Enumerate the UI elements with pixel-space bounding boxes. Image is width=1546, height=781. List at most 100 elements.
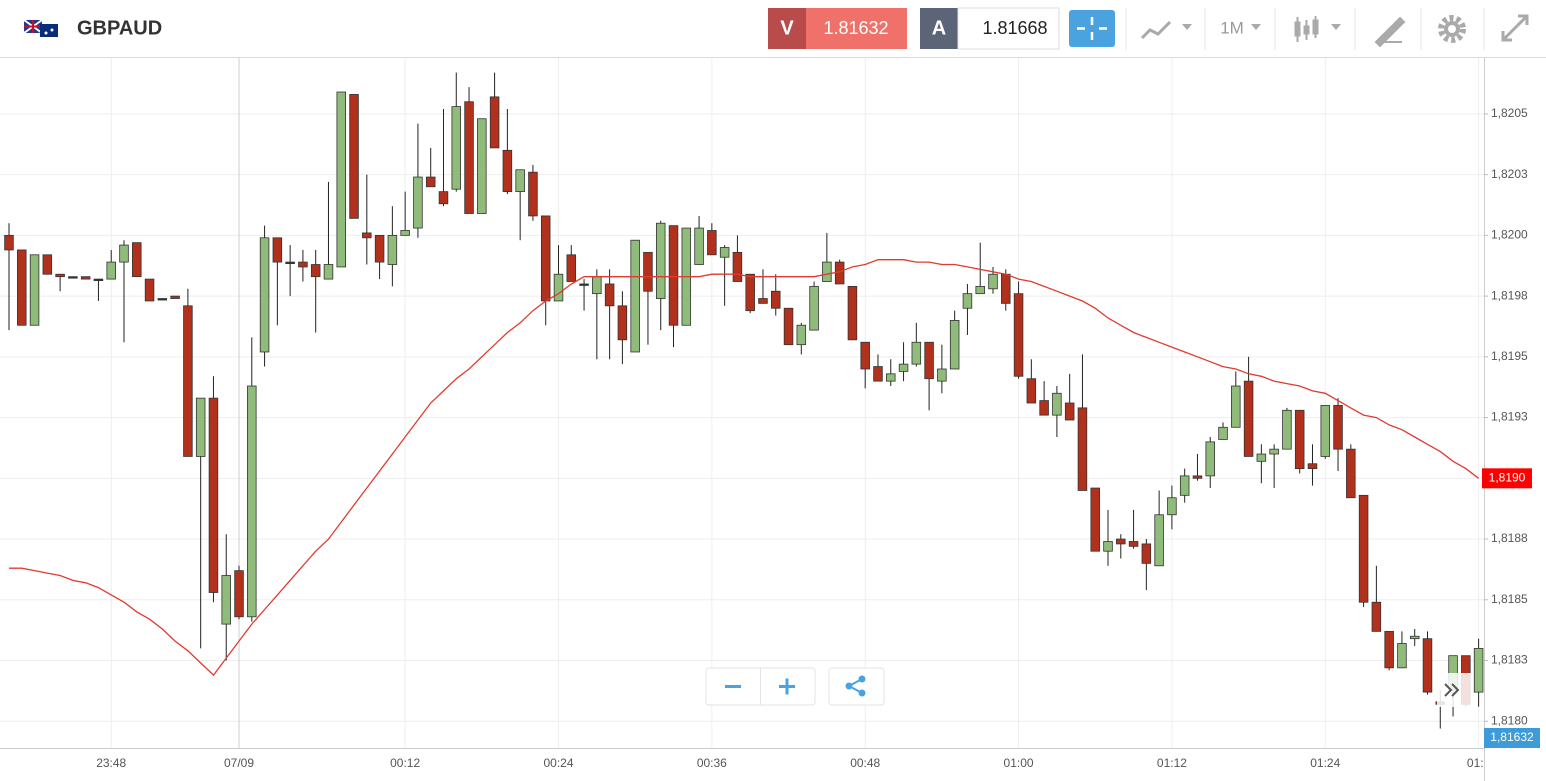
candle-body (655, 222, 666, 299)
candle-body (911, 341, 922, 365)
candle-body (80, 276, 91, 280)
dropdown-arrow (1182, 24, 1192, 30)
candle-body (1013, 293, 1024, 377)
candle-body (1346, 448, 1356, 499)
candle-body (349, 94, 359, 219)
candles-icon[interactable] (1294, 16, 1319, 42)
candle-body (17, 249, 27, 326)
candle-body (1001, 273, 1011, 304)
x-tick-label: 00:12 (390, 756, 420, 770)
candle-body (975, 285, 985, 295)
candle-body (783, 307, 794, 346)
y-tick-label: 1,8195 (1491, 349, 1528, 363)
sell-price-box[interactable] (806, 8, 907, 49)
y-tick-label: 1,8183 (1491, 653, 1528, 667)
crosshair-button[interactable] (1069, 10, 1115, 47)
settings-icon[interactable] (1438, 15, 1466, 43)
candle-body (1179, 475, 1190, 496)
candle-body (668, 225, 679, 326)
candle-body (1192, 475, 1203, 479)
candle-body (1167, 497, 1177, 516)
candle-body (1269, 448, 1279, 455)
moving-average-line (9, 259, 1479, 677)
candle-body (1116, 538, 1126, 545)
scroll-right-button[interactable] (1444, 683, 1460, 697)
candle-body (170, 295, 180, 299)
zoom-in-button[interactable] (779, 678, 795, 695)
candle-body (323, 264, 334, 280)
candle-body (924, 341, 934, 380)
candle-body (464, 101, 474, 214)
zoom-controls (705, 667, 1471, 707)
candle-body (4, 234, 14, 251)
y-tick-label: 1,8200 (1491, 228, 1528, 242)
candle-body (898, 363, 909, 372)
candle-body (758, 298, 768, 304)
candle-body (822, 261, 832, 282)
candle-body (707, 230, 717, 256)
candle-body (157, 298, 168, 301)
candle-body (860, 341, 870, 370)
candle-body (1282, 409, 1292, 450)
share-button[interactable] (845, 675, 866, 697)
candle-body (745, 273, 755, 312)
fullscreen-icon[interactable] (1501, 14, 1529, 42)
scroll-box (1437, 673, 1471, 707)
candle-body (272, 237, 283, 263)
draw-icon[interactable] (1374, 16, 1406, 48)
flag-icon (23, 19, 58, 37)
candle-body (732, 251, 743, 282)
ma-value-label: 1,8190 (1489, 470, 1526, 484)
buy-price-box[interactable] (957, 7, 1060, 50)
sell-button[interactable] (768, 8, 806, 49)
candle-body (1243, 380, 1254, 457)
axes: 1,8180 1,8183 1,8185 1,8188 1,8190 1,8193 1,81… (96, 106, 1540, 770)
candle-body (771, 290, 781, 309)
candle-body (949, 319, 960, 370)
candle-body (515, 169, 525, 193)
sell-price: 1.81632 (823, 18, 888, 38)
candle-body (438, 191, 449, 205)
candle-body (144, 278, 155, 302)
candle-body (234, 570, 244, 618)
candle-body (119, 244, 129, 263)
buy-button[interactable] (920, 8, 958, 49)
candle-body (425, 176, 436, 188)
dropdown-arrow (1331, 24, 1341, 30)
candle-body (1422, 638, 1433, 693)
candle-body (809, 285, 819, 331)
candle-body (962, 293, 973, 309)
buy-letter: A (932, 17, 946, 39)
candle-body (1128, 541, 1139, 547)
x-tick-label: 01:12 (1157, 756, 1187, 770)
candle-body (873, 366, 883, 382)
symbol: GBPAUD (77, 17, 162, 39)
candle-body (362, 232, 372, 239)
x-tick-label: 01:00 (1004, 756, 1034, 770)
x-tick-label: 00:36 (697, 756, 727, 770)
candle-body (1103, 541, 1113, 552)
candle-body (1026, 378, 1037, 404)
crosshair-icon (1077, 17, 1107, 40)
candle-body (630, 239, 640, 353)
timeframe[interactable]: 1M (1220, 18, 1244, 37)
dropdown-arrow (1251, 24, 1261, 30)
candle-body (387, 234, 398, 265)
y-tick-label: 1,8193 (1491, 410, 1528, 424)
chart-type-icon[interactable] (1140, 20, 1172, 40)
price-label: 1,81632 (1490, 730, 1534, 744)
candle-body (68, 276, 78, 279)
candle-body (1256, 453, 1267, 462)
candle-body (694, 227, 704, 265)
candle-body (413, 176, 423, 229)
candle-body (1397, 643, 1407, 669)
candle-body (1039, 400, 1049, 416)
candle-body (604, 283, 615, 307)
y-tick-label: 1,8188 (1491, 531, 1528, 545)
candle-body (502, 149, 513, 193)
price-label-box (1484, 728, 1540, 748)
candle-body (1333, 405, 1343, 450)
